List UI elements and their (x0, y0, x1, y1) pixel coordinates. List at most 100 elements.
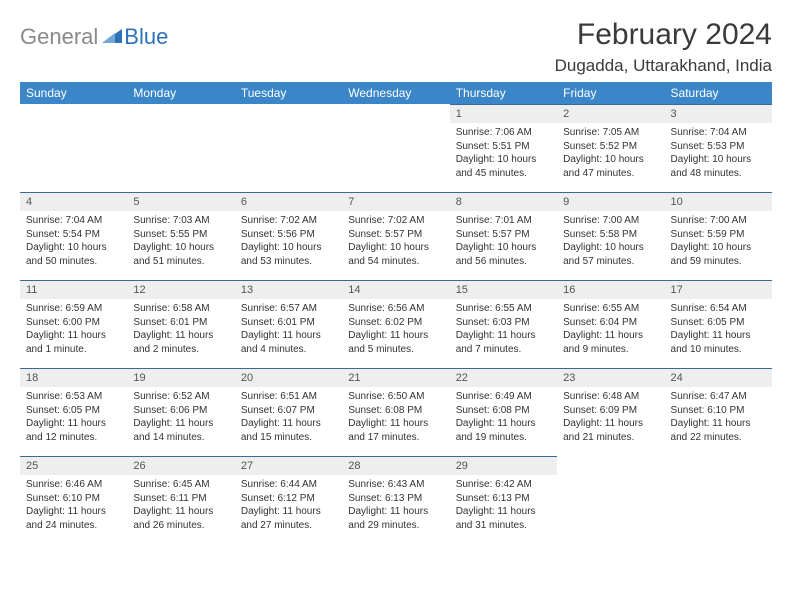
day-line-sr: Sunrise: 6:52 AM (133, 390, 228, 404)
day-line-dl1: Daylight: 10 hours (348, 241, 443, 255)
day-line-dl2: and 29 minutes. (348, 519, 443, 533)
day-body: Sunrise: 6:44 AMSunset: 6:12 PMDaylight:… (235, 475, 342, 538)
day-line-ss: Sunset: 5:57 PM (456, 228, 551, 242)
day-line-ss: Sunset: 6:03 PM (456, 316, 551, 330)
day-number: 17 (665, 280, 772, 299)
day-body: Sunrise: 6:54 AMSunset: 6:05 PMDaylight:… (665, 299, 772, 362)
day-number (127, 104, 234, 110)
title-block: February 2024 Dugadda, Uttarakhand, Indi… (555, 18, 772, 76)
day-number: 24 (665, 368, 772, 387)
day-line-sr: Sunrise: 6:54 AM (671, 302, 766, 316)
day-line-dl2: and 1 minute. (26, 343, 121, 357)
day-line-dl1: Daylight: 11 hours (26, 329, 121, 343)
day-number: 14 (342, 280, 449, 299)
calendar-day-cell: 11Sunrise: 6:59 AMSunset: 6:00 PMDayligh… (20, 280, 127, 368)
day-number: 26 (127, 456, 234, 475)
calendar-day-cell (557, 456, 664, 544)
day-line-ss: Sunset: 6:10 PM (671, 404, 766, 418)
day-number: 28 (342, 456, 449, 475)
calendar-day-cell: 27Sunrise: 6:44 AMSunset: 6:12 PMDayligh… (235, 456, 342, 544)
day-line-dl2: and 24 minutes. (26, 519, 121, 533)
day-line-dl1: Daylight: 11 hours (26, 505, 121, 519)
day-line-dl1: Daylight: 11 hours (456, 329, 551, 343)
day-number: 13 (235, 280, 342, 299)
day-line-dl1: Daylight: 10 hours (241, 241, 336, 255)
day-line-ss: Sunset: 6:07 PM (241, 404, 336, 418)
day-number: 21 (342, 368, 449, 387)
day-number: 23 (557, 368, 664, 387)
day-line-dl1: Daylight: 11 hours (133, 417, 228, 431)
day-line-ss: Sunset: 5:58 PM (563, 228, 658, 242)
calendar-day-cell: 24Sunrise: 6:47 AMSunset: 6:10 PMDayligh… (665, 368, 772, 456)
logo-triangle-icon (102, 27, 122, 48)
day-line-sr: Sunrise: 7:03 AM (133, 214, 228, 228)
day-line-dl1: Daylight: 11 hours (348, 505, 443, 519)
day-line-dl2: and 59 minutes. (671, 255, 766, 269)
weekday-header: Sunday (20, 82, 127, 104)
day-body: Sunrise: 7:04 AMSunset: 5:54 PMDaylight:… (20, 211, 127, 274)
day-line-dl1: Daylight: 11 hours (241, 417, 336, 431)
day-line-sr: Sunrise: 6:59 AM (26, 302, 121, 316)
day-line-ss: Sunset: 6:08 PM (348, 404, 443, 418)
day-line-dl2: and 26 minutes. (133, 519, 228, 533)
day-number (665, 456, 772, 462)
day-body: Sunrise: 6:51 AMSunset: 6:07 PMDaylight:… (235, 387, 342, 450)
day-number: 25 (20, 456, 127, 475)
calendar-day-cell: 1Sunrise: 7:06 AMSunset: 5:51 PMDaylight… (450, 104, 557, 192)
calendar-day-cell (20, 104, 127, 192)
day-body: Sunrise: 6:56 AMSunset: 6:02 PMDaylight:… (342, 299, 449, 362)
calendar-day-cell: 21Sunrise: 6:50 AMSunset: 6:08 PMDayligh… (342, 368, 449, 456)
day-line-dl1: Daylight: 10 hours (563, 241, 658, 255)
day-number: 3 (665, 104, 772, 123)
day-number: 7 (342, 192, 449, 211)
day-body: Sunrise: 6:42 AMSunset: 6:13 PMDaylight:… (450, 475, 557, 538)
day-body: Sunrise: 6:55 AMSunset: 6:04 PMDaylight:… (557, 299, 664, 362)
location-text: Dugadda, Uttarakhand, India (555, 56, 772, 76)
day-line-dl2: and 47 minutes. (563, 167, 658, 181)
calendar-day-cell: 19Sunrise: 6:52 AMSunset: 6:06 PMDayligh… (127, 368, 234, 456)
calendar-day-cell: 16Sunrise: 6:55 AMSunset: 6:04 PMDayligh… (557, 280, 664, 368)
day-line-dl1: Daylight: 11 hours (241, 329, 336, 343)
calendar-day-cell (127, 104, 234, 192)
day-line-sr: Sunrise: 6:53 AM (26, 390, 121, 404)
day-line-sr: Sunrise: 7:02 AM (241, 214, 336, 228)
day-line-dl1: Daylight: 11 hours (241, 505, 336, 519)
day-body: Sunrise: 6:46 AMSunset: 6:10 PMDaylight:… (20, 475, 127, 538)
day-body: Sunrise: 6:48 AMSunset: 6:09 PMDaylight:… (557, 387, 664, 450)
day-number: 5 (127, 192, 234, 211)
day-number: 4 (20, 192, 127, 211)
day-body: Sunrise: 6:50 AMSunset: 6:08 PMDaylight:… (342, 387, 449, 450)
day-line-dl2: and 15 minutes. (241, 431, 336, 445)
day-line-sr: Sunrise: 7:02 AM (348, 214, 443, 228)
day-line-dl1: Daylight: 10 hours (671, 241, 766, 255)
day-number: 18 (20, 368, 127, 387)
weekday-header-row: Sunday Monday Tuesday Wednesday Thursday… (20, 82, 772, 104)
day-line-dl2: and 51 minutes. (133, 255, 228, 269)
day-line-sr: Sunrise: 7:06 AM (456, 126, 551, 140)
calendar-page: General Blue February 2024 Dugadda, Utta… (0, 0, 792, 562)
header-row: General Blue February 2024 Dugadda, Utta… (20, 18, 772, 76)
day-line-sr: Sunrise: 7:04 AM (671, 126, 766, 140)
day-line-dl1: Daylight: 10 hours (133, 241, 228, 255)
calendar-week-row: 4Sunrise: 7:04 AMSunset: 5:54 PMDaylight… (20, 192, 772, 280)
day-line-dl2: and 9 minutes. (563, 343, 658, 357)
day-line-ss: Sunset: 6:12 PM (241, 492, 336, 506)
day-number: 9 (557, 192, 664, 211)
day-line-sr: Sunrise: 6:58 AM (133, 302, 228, 316)
day-body: Sunrise: 7:01 AMSunset: 5:57 PMDaylight:… (450, 211, 557, 274)
day-line-sr: Sunrise: 6:44 AM (241, 478, 336, 492)
day-line-dl2: and 45 minutes. (456, 167, 551, 181)
logo-text-gray: General (20, 24, 98, 50)
day-line-dl2: and 31 minutes. (456, 519, 551, 533)
day-line-dl2: and 14 minutes. (133, 431, 228, 445)
day-number: 1 (450, 104, 557, 123)
day-body: Sunrise: 6:55 AMSunset: 6:03 PMDaylight:… (450, 299, 557, 362)
day-line-sr: Sunrise: 6:55 AM (563, 302, 658, 316)
day-body: Sunrise: 7:04 AMSunset: 5:53 PMDaylight:… (665, 123, 772, 186)
calendar-day-cell: 17Sunrise: 6:54 AMSunset: 6:05 PMDayligh… (665, 280, 772, 368)
day-line-sr: Sunrise: 6:56 AM (348, 302, 443, 316)
calendar-day-cell: 6Sunrise: 7:02 AMSunset: 5:56 PMDaylight… (235, 192, 342, 280)
day-line-sr: Sunrise: 6:47 AM (671, 390, 766, 404)
day-line-ss: Sunset: 5:54 PM (26, 228, 121, 242)
day-body: Sunrise: 7:06 AMSunset: 5:51 PMDaylight:… (450, 123, 557, 186)
